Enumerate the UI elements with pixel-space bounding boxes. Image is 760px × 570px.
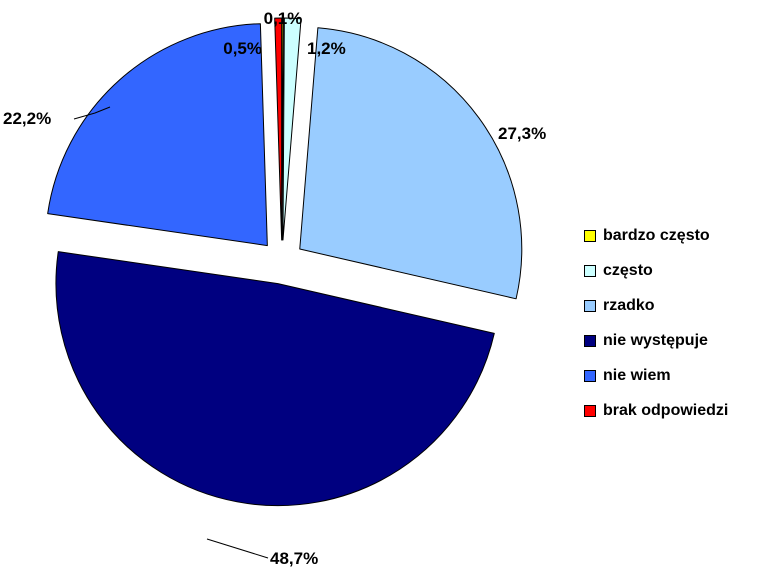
legend-swatch (584, 299, 596, 312)
data-label-czesto: 1,2% (307, 39, 346, 58)
legend-swatch (584, 229, 596, 242)
data-label-rzadko: 27,3% (498, 124, 546, 143)
leader-line-nie-wystepuje (206, 538, 269, 559)
legend-item-nie-wiem: nie wiem (584, 358, 728, 393)
legend-label: nie występuje (603, 331, 708, 349)
legend-item-bardzo-czesto: bardzo często (584, 218, 728, 253)
pie-slice-nie-wystepuje (55, 251, 495, 507)
leader-line-nie-wiem (73, 106, 111, 120)
legend-label: brak odpowiedzi (603, 401, 729, 419)
legend-swatch (584, 404, 596, 417)
pie-slice-rzadko (299, 27, 523, 300)
pie-slice-brak-odpowiedzi (274, 17, 283, 241)
pie-slice-czesto (282, 17, 302, 241)
legend-label: często (603, 261, 653, 279)
data-label-nie-wystepuje: 48,7% (270, 549, 318, 568)
data-label-bardzo-czesto: 0,1% (264, 9, 303, 28)
legend-item-czesto: często (584, 253, 728, 288)
legend-swatch (584, 334, 596, 347)
legend-item-brak-odpowiedzi: brak odpowiedzi (584, 393, 728, 428)
legend-swatch (584, 369, 596, 382)
legend-label: bardzo często (603, 226, 710, 244)
legend-item-nie-wystepuje: nie występuje (584, 323, 728, 358)
legend-swatch (584, 264, 596, 277)
legend-item-rzadko: rzadko (584, 288, 728, 323)
data-label-nie-wiem: 22,2% (3, 109, 51, 128)
data-label-brak-odpowiedzi: 0,5% (223, 39, 262, 58)
pie-slice-nie-wiem (47, 23, 268, 247)
leader-lines (73, 106, 269, 559)
legend: bardzo często często rzadko nie występuj… (584, 218, 728, 428)
legend-label: nie wiem (603, 366, 671, 384)
pie-slices (47, 17, 523, 507)
legend-label: rzadko (603, 296, 655, 314)
data-labels: 0,1%1,2% 27,3% 48,7% 22,2% 0,5% (3, 9, 546, 568)
